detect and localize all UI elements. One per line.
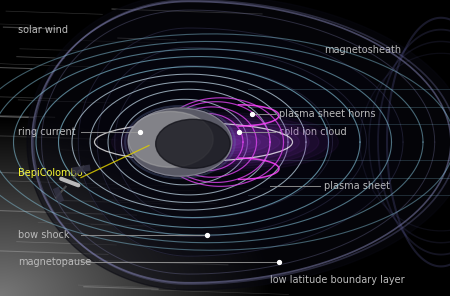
Ellipse shape: [170, 128, 280, 156]
Text: magnetosheath: magnetosheath: [324, 45, 401, 55]
Ellipse shape: [141, 120, 309, 164]
Text: magnetopause: magnetopause: [18, 257, 91, 267]
Ellipse shape: [180, 130, 270, 154]
Text: cold ion cloud: cold ion cloud: [279, 127, 346, 137]
Circle shape: [156, 119, 230, 168]
Circle shape: [179, 137, 195, 147]
Ellipse shape: [160, 126, 290, 159]
Circle shape: [183, 139, 191, 145]
Text: plasma sheet horns: plasma sheet horns: [279, 109, 375, 119]
Text: low latitude boundary layer: low latitude boundary layer: [270, 275, 405, 285]
Polygon shape: [27, 0, 450, 290]
Polygon shape: [115, 66, 333, 218]
Polygon shape: [97, 47, 366, 237]
Ellipse shape: [189, 133, 261, 151]
Ellipse shape: [199, 135, 251, 149]
Ellipse shape: [122, 115, 328, 169]
Ellipse shape: [209, 138, 241, 146]
Circle shape: [173, 133, 200, 151]
Circle shape: [166, 129, 207, 155]
Polygon shape: [78, 28, 403, 256]
Text: plasma sheet: plasma sheet: [324, 181, 390, 192]
Ellipse shape: [219, 140, 231, 144]
Ellipse shape: [112, 113, 338, 171]
Ellipse shape: [151, 123, 299, 161]
Text: BepiColombo: BepiColombo: [18, 168, 83, 178]
Circle shape: [128, 108, 232, 176]
Circle shape: [128, 111, 213, 167]
Ellipse shape: [131, 118, 319, 166]
Text: solar wind: solar wind: [18, 25, 68, 35]
Text: bow shock: bow shock: [18, 230, 69, 240]
Text: ring current: ring current: [18, 127, 76, 137]
